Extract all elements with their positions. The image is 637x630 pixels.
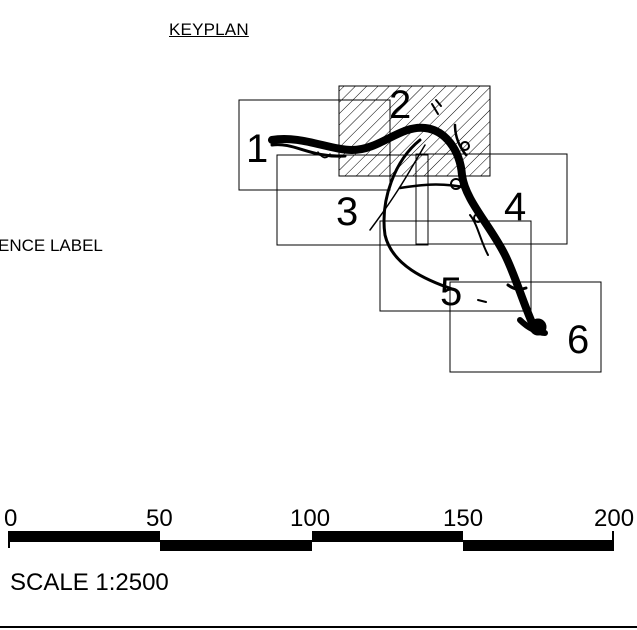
keyplan-title: KEYPLAN	[169, 20, 249, 39]
bottom-border	[0, 626, 637, 628]
scale-bar-end-left	[8, 531, 10, 548]
scale-tick-0: 0	[4, 505, 18, 532]
scale-bar-segment-1	[8, 531, 160, 542]
sheet-1-label: 1	[246, 127, 268, 171]
scale-text: SCALE 1:2500	[10, 569, 169, 596]
sheet-2-label: 2	[389, 83, 411, 127]
sheet-4-frame	[415, 153, 568, 245]
scale-tick-50: 50	[146, 505, 173, 532]
sheet-6-frame	[449, 281, 602, 373]
scale-tick-200: 200	[594, 505, 635, 532]
sheet-1-frame	[238, 99, 391, 191]
scale-bar-segment-3	[312, 531, 463, 542]
sheet-6-label: 6	[567, 318, 589, 362]
scale-tick-150: 150	[443, 505, 484, 532]
sheet-3-label: 3	[336, 190, 358, 234]
scale-bar-segment-2	[160, 540, 312, 551]
reference-label: ENCE LABEL	[0, 236, 103, 255]
sheet-3-frame	[276, 154, 429, 246]
sheet-5-frame	[379, 220, 532, 312]
scale-tick-100: 100	[290, 505, 331, 532]
route-alignment	[268, 99, 548, 336]
sheet-5-label: 5	[440, 270, 462, 314]
sheet-4-label: 4	[504, 185, 526, 229]
scale-bar-segment-4	[463, 540, 614, 551]
scale-bar-end-right	[612, 531, 614, 551]
